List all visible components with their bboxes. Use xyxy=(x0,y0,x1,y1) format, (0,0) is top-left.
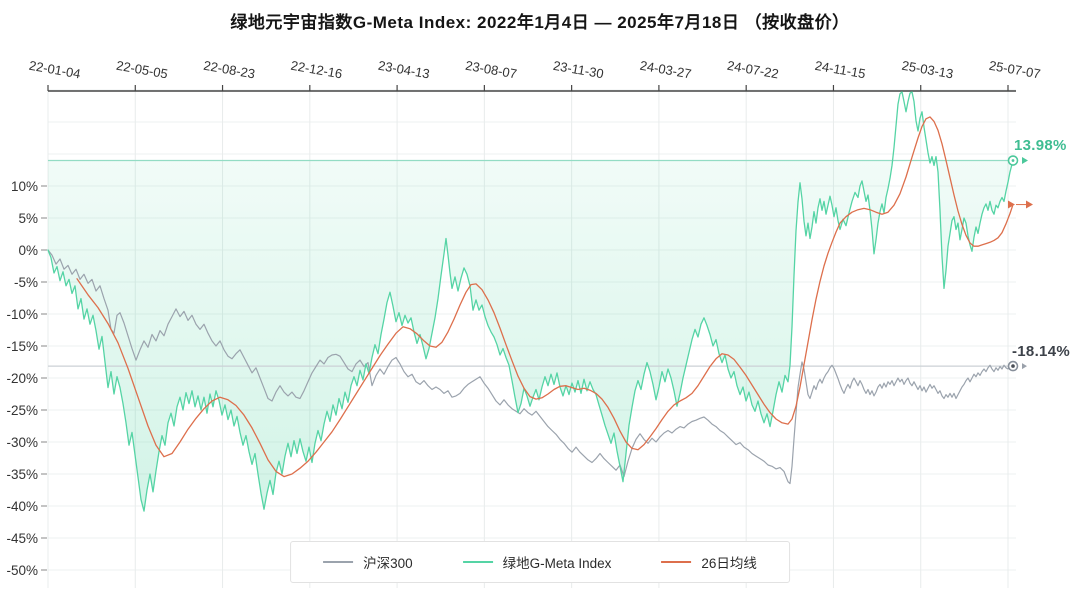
gmeta-end-marker-dot xyxy=(1011,159,1015,162)
y-tick-label: -35% xyxy=(6,467,38,482)
x-tick-label: 24-07-22 xyxy=(726,58,780,82)
y-tick-label: -15% xyxy=(6,339,38,354)
x-tick-label: 22-01-04 xyxy=(28,58,82,82)
hs300-line xyxy=(47,249,1014,485)
ma26-line xyxy=(76,116,1014,478)
y-tick-label: 5% xyxy=(18,211,38,226)
hs300-last-value-label: -18.14% xyxy=(1012,343,1070,360)
chart-title: 绿地元宇宙指数G-Meta Index: 2022年1月4日 — 2025年7月… xyxy=(230,13,850,32)
y-tick-label: -40% xyxy=(6,499,38,514)
ma26-end-marker xyxy=(1008,200,1015,209)
y-tick-label: -10% xyxy=(6,307,38,322)
gmeta-last-value-label: 13.98% xyxy=(1014,137,1067,154)
y-tick-label: 0% xyxy=(18,243,38,258)
x-tick-label: 22-05-05 xyxy=(115,58,169,82)
x-tick-label: 23-11-30 xyxy=(552,58,605,82)
ma26-line-swatch-icon xyxy=(661,561,692,563)
legend: 沪深300 绿地G-Meta Index 26日均线 xyxy=(290,541,790,583)
gmeta-area-fill xyxy=(48,160,1013,512)
legend-label: 26日均线 xyxy=(701,556,757,571)
legend-label: 绿地G-Meta Index xyxy=(502,556,612,571)
x-tick-label: 25-03-13 xyxy=(901,58,955,82)
ma26-arrow-icon xyxy=(1026,200,1033,209)
y-tick-label: -45% xyxy=(6,531,38,546)
hs300-arrow-icon xyxy=(1022,363,1027,370)
y-tick-label: -20% xyxy=(6,371,38,386)
legend-label: 沪深300 xyxy=(363,556,413,571)
x-tick-label: 24-03-27 xyxy=(639,58,693,82)
x-tick-label: 23-08-07 xyxy=(464,58,518,82)
y-tick-label: -25% xyxy=(6,403,38,418)
legend-item-hs300: 沪深300 xyxy=(323,552,413,572)
hs300-end-marker-dot xyxy=(1011,364,1015,368)
x-tick-label: 25-07-07 xyxy=(988,58,1042,82)
x-tick-label: 23-04-13 xyxy=(377,58,431,82)
legend-item-gmeta: 绿地G-Meta Index xyxy=(462,552,612,572)
gmeta-arrow-icon xyxy=(1022,157,1028,165)
x-tick-label: 24-11-15 xyxy=(814,58,867,82)
y-tick-label: -5% xyxy=(14,275,38,290)
x-tick-label: 22-12-16 xyxy=(290,58,344,82)
legend-item-ma26: 26日均线 xyxy=(661,552,757,572)
gmeta-line-swatch-icon xyxy=(462,561,493,563)
y-tick-label: -50% xyxy=(6,563,38,578)
y-tick-label: 10% xyxy=(11,179,38,194)
gmeta-line xyxy=(47,91,1014,512)
hs300-line-swatch-icon xyxy=(323,561,354,563)
x-tick-label: 22-08-23 xyxy=(202,58,256,82)
y-tick-label: -30% xyxy=(6,435,38,450)
